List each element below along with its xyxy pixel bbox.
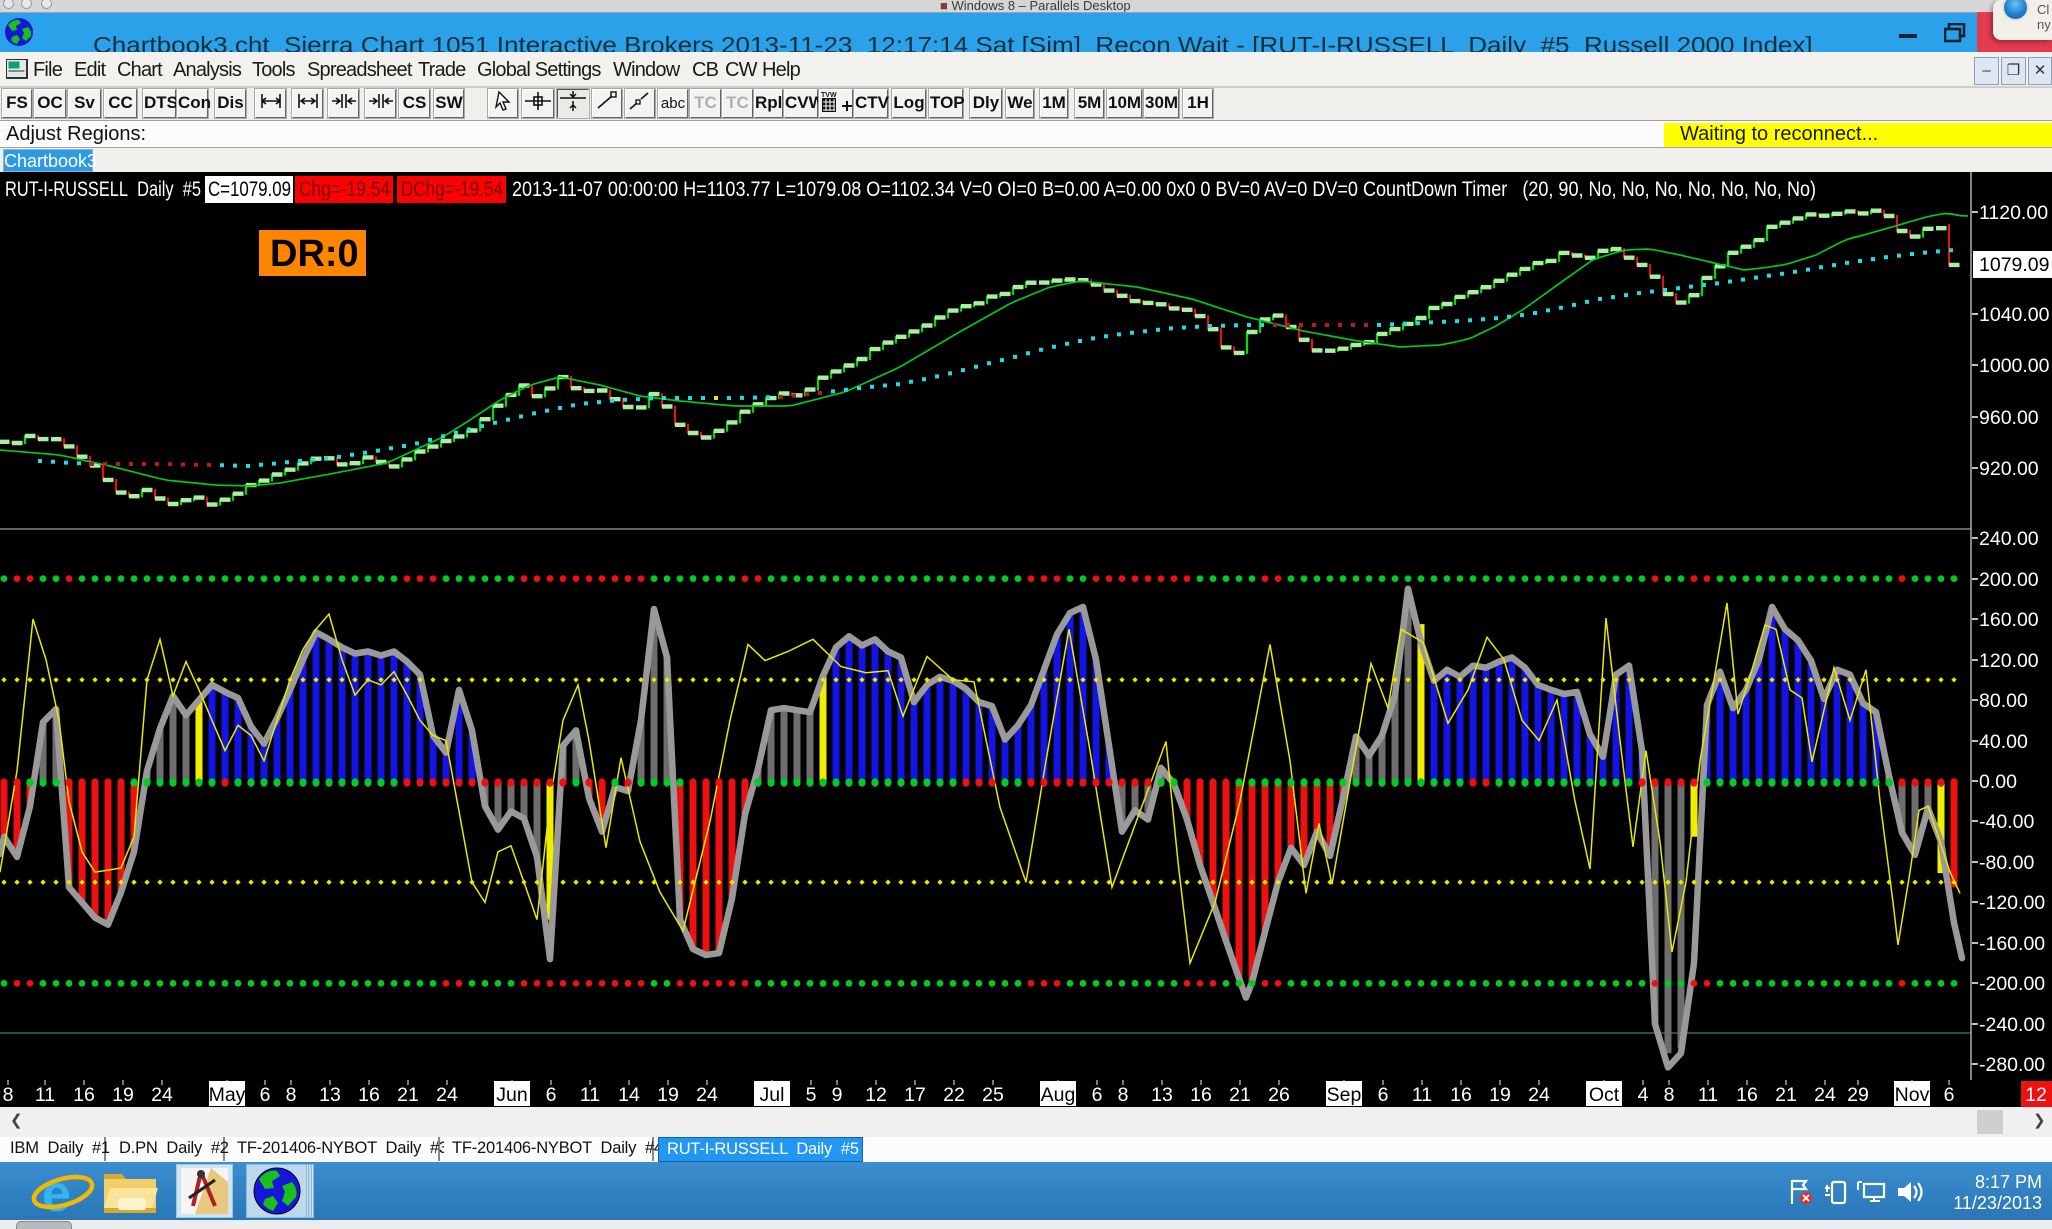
svg-text:RUT-I-RUSSELL Daily #5: RUT-I-RUSSELL Daily #5: [5, 177, 201, 201]
svg-text:2013-11-07 00:00:00 H=1103.77: 2013-11-07 00:00:00 H=1103.77 L=1079.08 …: [512, 177, 1816, 201]
svg-text:-240.00: -240.00: [1979, 1014, 2045, 1036]
svg-text:8: 8: [286, 1084, 297, 1106]
svg-text:120.00: 120.00: [1979, 650, 2039, 672]
svg-text:8: 8: [1664, 1084, 1675, 1106]
svg-text:DR:0: DR:0: [270, 233, 359, 275]
svg-text:6: 6: [1378, 1084, 1389, 1106]
svg-text:160.00: 160.00: [1979, 609, 2039, 631]
svg-text:19: 19: [657, 1084, 679, 1106]
svg-text:29: 29: [1847, 1084, 1869, 1106]
svg-text:1000.00: 1000.00: [1979, 355, 2050, 377]
svg-text:Jun: Jun: [496, 1084, 527, 1106]
svg-text:24: 24: [1814, 1084, 1836, 1106]
svg-text:11: 11: [35, 1084, 55, 1106]
svg-text:Nov: Nov: [1895, 1084, 1930, 1106]
svg-text:21: 21: [397, 1084, 419, 1106]
svg-text:16: 16: [358, 1084, 380, 1106]
svg-text:21: 21: [1229, 1084, 1251, 1106]
svg-text:12: 12: [865, 1084, 887, 1106]
svg-text:200.00: 200.00: [1979, 569, 2039, 591]
svg-text:Sep: Sep: [1327, 1084, 1362, 1106]
svg-text:16: 16: [1190, 1084, 1212, 1106]
svg-text:14: 14: [618, 1084, 640, 1106]
svg-text:1040.00: 1040.00: [1979, 304, 2050, 326]
svg-text:13: 13: [319, 1084, 341, 1106]
svg-text:6: 6: [546, 1084, 557, 1106]
svg-text:6: 6: [1944, 1084, 1955, 1106]
svg-text:Jul: Jul: [760, 1084, 785, 1106]
svg-text:24: 24: [436, 1084, 458, 1106]
svg-text:26: 26: [1268, 1084, 1290, 1106]
svg-text:6: 6: [260, 1084, 271, 1106]
svg-text:17: 17: [904, 1084, 926, 1106]
svg-text:-200.00: -200.00: [1979, 973, 2045, 995]
svg-text:16: 16: [1450, 1084, 1472, 1106]
svg-text:80.00: 80.00: [1979, 690, 2028, 712]
svg-text:May: May: [209, 1084, 246, 1106]
svg-text:24: 24: [696, 1084, 718, 1106]
svg-text:-120.00: -120.00: [1979, 892, 2045, 914]
svg-text:24: 24: [151, 1084, 173, 1106]
svg-text:11: 11: [1412, 1084, 1432, 1106]
svg-text:11: 11: [580, 1084, 600, 1106]
svg-text:e: e: [42, 1165, 71, 1218]
svg-text:40.00: 40.00: [1979, 731, 2028, 753]
svg-text:8: 8: [1118, 1084, 1129, 1106]
svg-text:TVW: TVW: [821, 92, 837, 99]
svg-text:6: 6: [1092, 1084, 1103, 1106]
svg-text:-40.00: -40.00: [1979, 811, 2034, 833]
svg-text:13: 13: [1151, 1084, 1173, 1106]
svg-text:240.00: 240.00: [1979, 528, 2039, 550]
svg-text:DChg=-19.54: DChg=-19.54: [401, 177, 503, 201]
svg-text:0.00: 0.00: [1979, 771, 2017, 793]
svg-text:19: 19: [112, 1084, 134, 1106]
svg-text:12: 12: [2025, 1084, 2047, 1106]
svg-text:16: 16: [73, 1084, 95, 1106]
svg-text:Aug: Aug: [1041, 1084, 1076, 1106]
svg-text:4: 4: [1638, 1084, 1649, 1106]
svg-text:920.00: 920.00: [1979, 458, 2039, 480]
svg-text:C=1079.09: C=1079.09: [208, 177, 291, 201]
svg-text:21: 21: [1775, 1084, 1797, 1106]
svg-text:19: 19: [1489, 1084, 1511, 1106]
svg-text:5: 5: [806, 1084, 817, 1106]
svg-text:11: 11: [1698, 1084, 1718, 1106]
svg-text:8: 8: [3, 1084, 14, 1106]
svg-text:-160.00: -160.00: [1979, 933, 2045, 955]
svg-text:24: 24: [1528, 1084, 1550, 1106]
svg-text:25: 25: [982, 1084, 1004, 1106]
svg-text:1120.00: 1120.00: [1979, 202, 2048, 224]
svg-text:Oct: Oct: [1589, 1084, 1620, 1106]
svg-text:22: 22: [943, 1084, 965, 1106]
svg-text:Chg=-19.54: Chg=-19.54: [299, 177, 390, 201]
svg-text:-80.00: -80.00: [1979, 852, 2034, 874]
svg-text:9: 9: [832, 1084, 843, 1106]
svg-text:1079.09: 1079.09: [1979, 254, 2050, 276]
svg-text:16: 16: [1736, 1084, 1758, 1106]
svg-text:960.00: 960.00: [1979, 407, 2039, 429]
svg-text:-280.00: -280.00: [1979, 1054, 2045, 1076]
